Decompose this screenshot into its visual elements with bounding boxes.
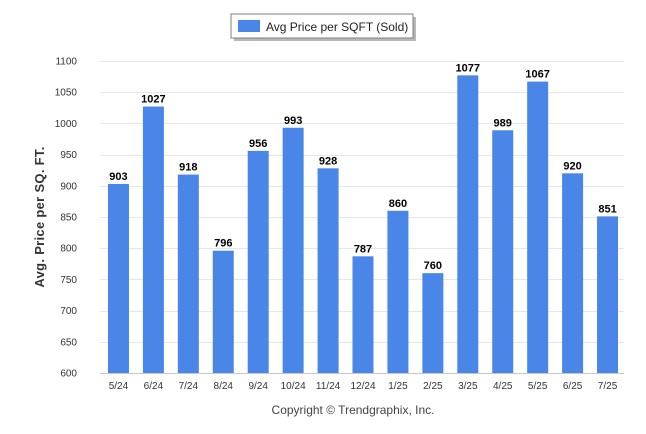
- data-label: 903: [109, 171, 127, 183]
- data-label: 1067: [525, 69, 549, 81]
- bar: [422, 273, 444, 373]
- x-tick-label: 3/25: [458, 381, 478, 392]
- x-tick-label: 11/24: [316, 381, 341, 392]
- y-tick-label: 750: [60, 275, 77, 286]
- bar: [597, 216, 619, 373]
- data-label: 860: [389, 198, 407, 210]
- y-tick-label: 900: [60, 181, 77, 192]
- bar: [142, 106, 164, 373]
- bar: [562, 173, 584, 373]
- x-tick-label: 1/25: [388, 381, 408, 392]
- x-tick-label: 6/25: [563, 381, 583, 392]
- y-tick-label: 650: [60, 337, 77, 348]
- x-tick-label: 5/25: [528, 381, 548, 392]
- bar: [317, 168, 339, 373]
- bar: [177, 174, 199, 373]
- x-tick-label: 6/24: [144, 381, 164, 392]
- y-tick-label: 850: [60, 213, 77, 224]
- x-tick-label: 2/25: [423, 381, 443, 392]
- data-label: 928: [319, 155, 337, 167]
- x-tick-label: 12/24: [350, 381, 375, 392]
- legend-box: [230, 13, 414, 39]
- data-label: 993: [284, 115, 302, 127]
- bar: [527, 81, 549, 373]
- y-tick-label: 1100: [55, 57, 77, 68]
- y-tick-label: 600: [60, 369, 77, 380]
- data-label: 851: [598, 203, 616, 215]
- y-axis-label: Avg. Price per SQ. FT.: [32, 146, 47, 287]
- bar: [352, 256, 374, 373]
- bar: [457, 75, 479, 374]
- data-label: 956: [249, 138, 267, 150]
- y-tick-label: 1050: [55, 88, 78, 99]
- data-label: 989: [494, 117, 512, 129]
- bar: [212, 250, 234, 373]
- legend-label: Avg Price per SQFT (Sold): [266, 20, 408, 34]
- data-label: 787: [354, 243, 372, 255]
- x-tick-label: 4/25: [493, 381, 513, 392]
- bar: [282, 127, 304, 373]
- data-label: 760: [424, 260, 442, 272]
- x-tick-label: 9/24: [248, 381, 268, 392]
- legend: Avg Price per SQFT (Sold): [230, 13, 416, 41]
- y-tick-label: 1000: [55, 119, 78, 130]
- bar: [492, 130, 514, 373]
- x-axis-ticks: 5/24 6/24 7/24 8/24 9/24 10/24 11/24 12/24 1/25 2…: [109, 381, 618, 392]
- y-tick-label: 800: [60, 244, 77, 255]
- data-label: 796: [214, 238, 232, 250]
- x-tick-label: 8/24: [214, 381, 234, 392]
- data-label: 1077: [456, 62, 480, 74]
- copyright-footer: Copyright © Trendgraphix, Inc.: [272, 403, 435, 417]
- legend-swatch: [238, 20, 260, 32]
- x-tick-label: 5/24: [109, 381, 129, 392]
- data-label: 1027: [141, 94, 165, 106]
- x-tick-label: 7/24: [179, 381, 199, 392]
- data-label: 920: [563, 160, 581, 172]
- data-label: 918: [179, 162, 197, 174]
- bars: [107, 75, 619, 374]
- bar: [107, 183, 129, 373]
- bar: [387, 210, 409, 373]
- x-tick-label: 7/25: [598, 381, 618, 392]
- y-tick-label: 700: [60, 306, 77, 317]
- y-tick-label: 950: [60, 150, 77, 161]
- x-tick-label: 10/24: [281, 381, 306, 392]
- y-axis-ticks: 600 650 700 750 800 850 900 950 1000 1050 1100: [55, 57, 78, 380]
- bar: [247, 150, 269, 373]
- data-labels: 903 1027 918 796 956 993 928 787 860 760 1077 989 10…: [109, 62, 616, 272]
